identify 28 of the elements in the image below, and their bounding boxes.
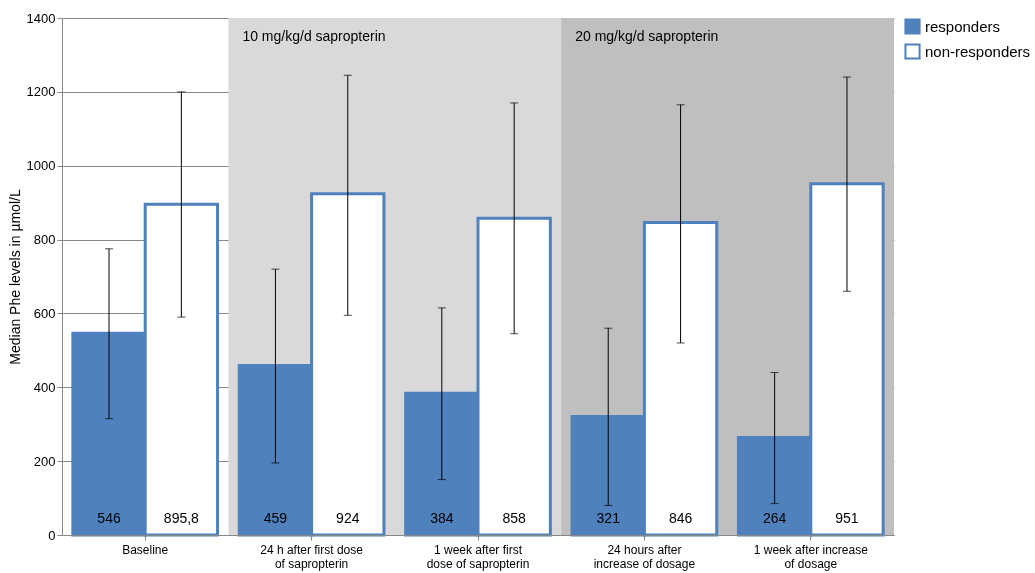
x-tick-label: Baseline xyxy=(122,542,169,557)
data-label: 951 xyxy=(835,510,859,526)
x-tick-label: 24 hours after increase of dosage xyxy=(593,542,696,571)
data-label: 546 xyxy=(97,510,121,526)
legend-label: responders xyxy=(925,17,1001,35)
data-label: 924 xyxy=(336,510,360,526)
y-tick-label: 400 xyxy=(33,379,56,395)
band-label: 20 mg/kg/d sapropterin xyxy=(575,28,719,44)
y-tick-label: 600 xyxy=(33,305,56,321)
x-tick-label: 1 week after increase of dosage xyxy=(753,542,869,571)
x-tick-label: 1 week after first dose of sapropterin xyxy=(426,542,530,571)
data-label: 858 xyxy=(502,510,527,526)
y-tick-label: 0 xyxy=(48,527,56,543)
y-tick-label: 1400 xyxy=(26,10,56,26)
data-label: 895,8 xyxy=(163,510,200,526)
data-label: 846 xyxy=(668,510,693,526)
x-tick-label: 24 h after first dose of sapropterin xyxy=(260,542,364,571)
data-label: 264 xyxy=(762,510,787,526)
legend-label: non-responders xyxy=(925,42,1031,60)
data-label: 459 xyxy=(263,510,288,526)
y-tick-label: 1200 xyxy=(26,84,56,100)
band-label: 10 mg/kg/d sapropterin xyxy=(242,28,386,44)
data-label: 384 xyxy=(430,510,454,526)
y-axis-title: Median Phe levels in µmol/L xyxy=(6,189,23,365)
y-tick-label: 200 xyxy=(33,453,56,469)
y-tick-label: 1000 xyxy=(26,158,56,174)
y-tick-label: 800 xyxy=(33,232,56,248)
data-label: 321 xyxy=(596,510,621,526)
